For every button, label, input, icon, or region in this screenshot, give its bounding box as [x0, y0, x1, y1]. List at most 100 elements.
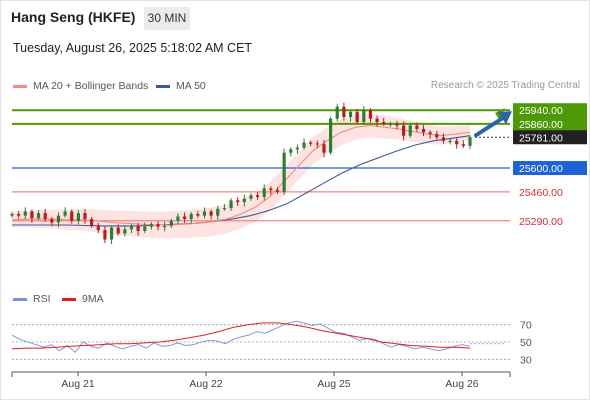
candle-body — [255, 195, 260, 197]
candle-body — [189, 213, 193, 220]
candle-body — [10, 213, 14, 216]
forecast-arrow-shaft — [474, 115, 506, 138]
candle-body — [90, 219, 94, 226]
legend-label-rsi: RSI — [33, 293, 51, 305]
candle-body — [435, 134, 439, 138]
price-label-box-last — [513, 130, 587, 145]
legend-swatch-ma50 — [156, 84, 170, 88]
candle-body — [315, 143, 319, 145]
chart-datetime: Tuesday, August 26, 2025 5:18:02 AM CET — [13, 41, 253, 55]
candle-body — [103, 230, 107, 240]
legend-item-ma50: MA 50 — [156, 80, 206, 92]
price-label-last: 25781.00 — [519, 132, 563, 144]
candle-body — [461, 144, 465, 146]
candle-body — [282, 152, 286, 192]
candle-body — [428, 132, 432, 135]
rsi-ma-line — [11, 322, 471, 350]
candle-body — [262, 188, 266, 197]
candle-body — [50, 219, 54, 223]
candle-body — [395, 123, 399, 126]
rsi-tick-label: 70 — [520, 320, 532, 332]
rsi-tick-label: 30 — [520, 354, 532, 366]
candle-body — [222, 208, 227, 210]
candle-body — [455, 140, 459, 145]
x-tick-label: Aug 25 — [317, 378, 350, 390]
candle-body — [388, 123, 392, 126]
candle-body — [116, 227, 120, 234]
x-tick-label: Aug 22 — [189, 378, 222, 390]
candle-body — [402, 125, 406, 136]
price-label-pivot: 25600.00 — [519, 163, 563, 175]
candle-body — [236, 200, 240, 203]
candle-body — [309, 142, 313, 144]
candle-body — [216, 208, 220, 216]
candle-body — [448, 140, 452, 143]
legend-swatch-ma20 — [13, 84, 27, 88]
candle-body — [368, 110, 373, 119]
candle-body — [109, 227, 114, 240]
price-label-box-pivot — [513, 161, 587, 176]
candle-body — [335, 106, 339, 119]
candle-body — [196, 213, 200, 216]
price-label-resistance: 25940.00 — [519, 105, 563, 117]
legend-item-9ma: 9MA — [62, 293, 104, 305]
candle-body — [289, 149, 293, 153]
candle-body — [375, 118, 379, 123]
candle-body — [209, 211, 213, 216]
candle-body — [30, 211, 34, 219]
candle-body — [421, 128, 426, 133]
legend-label-9ma: 9MA — [82, 293, 104, 305]
price-label-support: 25460.00 — [519, 187, 563, 199]
candle-body — [156, 224, 160, 227]
candle-body — [415, 125, 419, 129]
x-tick-label: Aug 26 — [445, 378, 478, 390]
legend-item-ma20: MA 20 + Bollinger Bands — [13, 80, 148, 92]
price-label-support: 25290.00 — [519, 216, 563, 228]
candle-body — [408, 125, 412, 136]
candle-body — [136, 225, 140, 231]
candle-body — [295, 147, 300, 150]
candle-body — [182, 216, 187, 220]
candle-body — [269, 188, 273, 191]
candle-body — [275, 190, 280, 192]
legend-item-rsi: RSI — [13, 293, 51, 305]
candle-body — [355, 111, 359, 123]
research-credit: Research © 2025 Trading Central — [430, 80, 580, 91]
legend-swatch-9ma — [62, 297, 76, 301]
candle-body — [76, 213, 80, 221]
rsi-tick-label: 50 — [520, 337, 532, 349]
timeframe-badge[interactable]: 30 MIN — [144, 7, 190, 30]
candle-body — [17, 213, 21, 216]
candle-body — [123, 229, 127, 234]
candle-body — [83, 213, 87, 220]
candle-body — [362, 110, 366, 123]
forecast-arrow-head — [498, 111, 512, 125]
candle-body — [63, 211, 67, 216]
candle-body — [149, 224, 153, 227]
ma20-line — [11, 124, 471, 226]
candle-body — [56, 215, 61, 223]
candle-body — [441, 137, 446, 141]
legend-label-ma50: MA 50 — [176, 80, 206, 92]
candle-body — [382, 122, 386, 124]
candle-body — [70, 211, 74, 221]
candle-body — [302, 142, 306, 148]
instrument-title: Hang Seng (HKFE) — [11, 9, 136, 25]
candle-body — [36, 213, 41, 219]
legend-label-ma20: MA 20 + Bollinger Bands — [33, 80, 149, 92]
price-label-box-resistance — [513, 103, 587, 118]
candle-body — [43, 213, 47, 220]
candle-body — [342, 106, 346, 118]
price-label-resistance: 25860.00 — [519, 119, 563, 131]
candle-body — [322, 144, 326, 153]
candle-body — [348, 111, 353, 118]
legend-swatch-rsi — [13, 297, 27, 301]
x-tick-label: Aug 21 — [61, 378, 94, 390]
price-label-box-resistance — [513, 116, 587, 131]
candle-body — [129, 225, 134, 230]
candle-body — [176, 216, 180, 221]
candle-body — [202, 211, 207, 216]
candle-body — [468, 137, 472, 146]
candle-body — [23, 211, 27, 216]
